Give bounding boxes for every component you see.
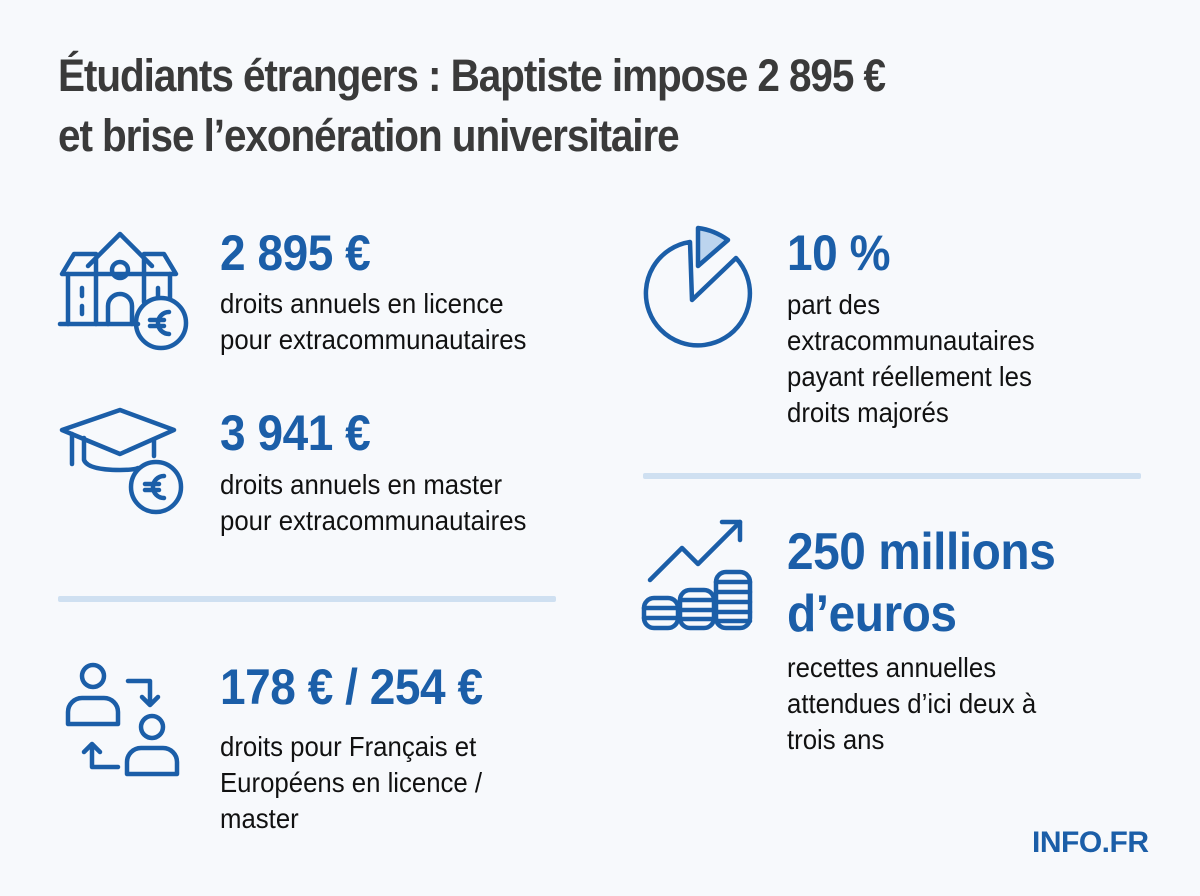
stat-description: droits annuels en licence pour extracomm… [220,288,527,355]
stat-value: 178 € / 254 € [220,659,483,715]
divider-left [58,596,556,602]
title-line-1: Étudiants étrangers : Baptiste impose 2 … [58,50,886,101]
people-exchange-icon [62,662,187,782]
stat-description: part des extracommunautaires payant réel… [787,289,1035,428]
stat-description: droits annuels en master pour extracommu… [220,469,527,536]
stat-value: 2 895 € [220,225,371,281]
divider-right [643,473,1141,479]
stat-description: droits pour Français et Européens en lic… [220,731,483,834]
university-euro-icon [57,226,189,356]
stat-description: recettes annuelles attendues d’ici deux … [787,652,1037,755]
stat-value: 3 941 € [220,405,371,461]
coins-growth-icon [640,518,755,638]
graduation-cap-euro-icon [58,407,188,523]
stat-value: 250 millions d’euros [787,523,1056,643]
stat-value: 10 % [787,225,891,281]
brand-logo: INFO.FR [1032,826,1149,859]
page-title: Étudiants étrangers : Baptiste impose 2 … [58,46,1048,166]
pie-chart-icon [640,224,753,349]
title-line-2: et brise l’exonération universitaire [58,110,680,161]
